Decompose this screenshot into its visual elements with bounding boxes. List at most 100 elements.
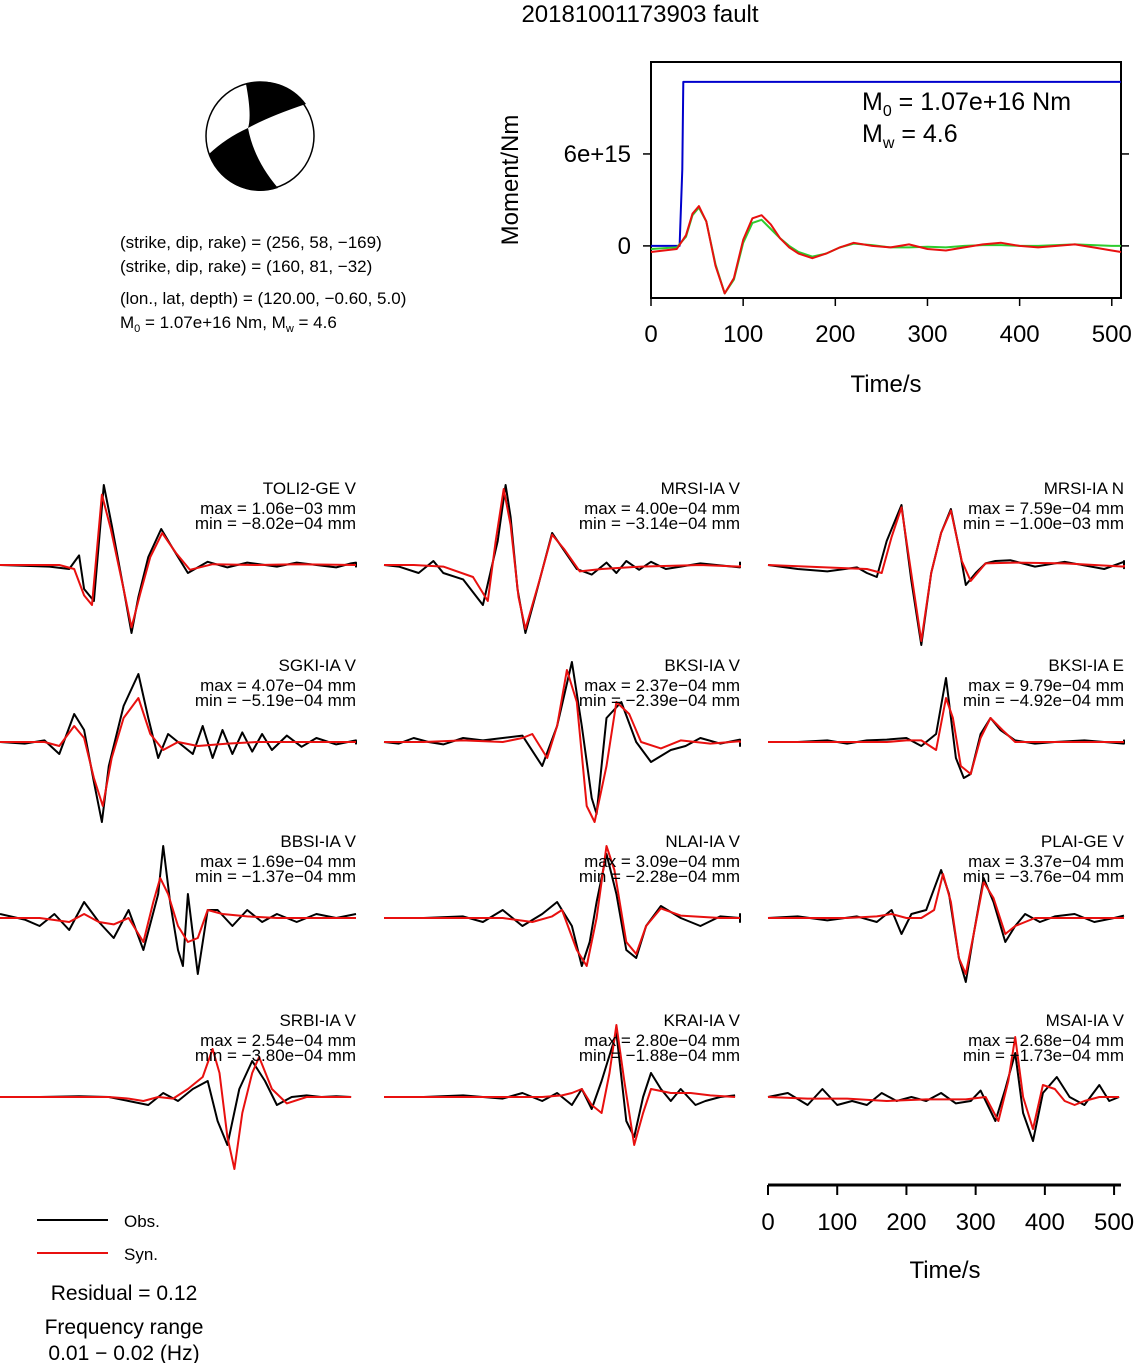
annot-m0-symbol: M	[862, 88, 883, 116]
waveform-xlabel: Time/s	[909, 1257, 980, 1284]
annot-m0-value: = 1.07e+16 Nm	[892, 88, 1071, 116]
station-min: min = −3.76e−04 mm	[963, 867, 1124, 886]
synthetic-waveform	[0, 877, 356, 943]
station-name: SGKI-IA V	[279, 656, 357, 675]
station-max: max = 7.59e−04 mm	[968, 499, 1124, 518]
station-min: min = −1.00e−03 mm	[963, 514, 1124, 533]
focal-mechanism-beachball	[205, 81, 315, 191]
m0-value: = 1.07e+16 Nm, M	[140, 313, 286, 332]
mw-subscript: w	[285, 323, 294, 335]
moment-ytick-label: 6e+15	[564, 141, 631, 168]
waveform-xtick-label: 0	[761, 1209, 774, 1236]
beachball-compression-quadrant	[209, 128, 278, 191]
station-min: min = −2.39e−04 mm	[579, 691, 740, 710]
station-max: max = 4.00e−04 mm	[584, 499, 740, 518]
beachball-compression-quadrant	[246, 81, 306, 128]
station-max: max = 1.06e−03 mm	[200, 499, 356, 518]
beachball-outline	[205, 81, 315, 191]
observed-waveform	[384, 853, 741, 967]
station-min: min = −5.19e−04 mm	[195, 691, 356, 710]
annot-mw-value: = 4.6	[894, 120, 957, 148]
station-min: min = −3.14e−04 mm	[579, 514, 740, 533]
synthetic-waveform	[384, 845, 740, 967]
moment-xtick-label: 100	[723, 321, 763, 348]
station-max: max = 2.54e−04 mm	[200, 1031, 356, 1050]
synthetic-waveform	[384, 1024, 736, 1146]
station-name: BKSI-IA V	[664, 656, 740, 675]
annot-mw-symbol: M	[862, 120, 883, 148]
station-name: BBSI-IA V	[280, 832, 356, 851]
moment-series-line-1	[651, 80, 1121, 247]
m0-symbol: M	[120, 313, 134, 332]
station-max: max = 2.68e−04 mm	[968, 1031, 1124, 1050]
nodal-plane-1: (strike, dip, rake) = (256, 58, −169)	[120, 233, 382, 252]
synthetic-waveform	[384, 488, 741, 630]
moment-series-line-3	[650, 205, 1122, 295]
hypocenter-info: (lon., lat, depth) = (120.00, −0.60, 5.0…	[120, 289, 406, 308]
source-info: (strike, dip, rake) = (256, 58, −169) (s…	[120, 233, 406, 335]
mw-value: = 4.6	[294, 313, 337, 332]
waveform-xtick-label: 300	[956, 1209, 996, 1236]
synthetic-waveform	[0, 1048, 352, 1170]
moment-xtick-label: 400	[1000, 321, 1040, 348]
station-name: MRSI-IA N	[1044, 479, 1124, 498]
station-name: TOLI2-GE V	[263, 479, 357, 498]
moment-xtick-label: 300	[907, 321, 947, 348]
moment-xlabel: Time/s	[850, 371, 921, 398]
waveform-xtick-label: 200	[886, 1209, 926, 1236]
observed-waveform	[767, 1052, 1120, 1142]
station-min: min = −1.37e−04 mm	[195, 867, 356, 886]
waveform-xtick-label: 400	[1025, 1209, 1065, 1236]
station-min: min = −1.73e−04 mm	[963, 1046, 1124, 1065]
synthetic-waveform	[767, 1036, 1120, 1130]
synthetic-waveform	[767, 506, 1125, 642]
station-min: min = −4.92e−04 mm	[963, 691, 1124, 710]
frequency-range-label: Frequency range	[45, 1316, 204, 1339]
annot-mw-sub: w	[882, 135, 895, 152]
station-min: min = −3.80e−04 mm	[195, 1046, 356, 1065]
waveform-time-axis: Time/s 0 100 200 300 400 500	[761, 1183, 1134, 1284]
station-max: max = 2.37e−04 mm	[584, 676, 740, 695]
moment-annotation-m0: M0 = 1.07e+16 Nm	[862, 88, 1071, 120]
nodal-plane-2: (strike, dip, rake) = (160, 81, −32)	[120, 257, 372, 276]
station-min: min = −8.02e−04 mm	[195, 514, 356, 533]
observed-waveform	[384, 1032, 736, 1138]
station-min: min = −1.88e−04 mm	[579, 1046, 740, 1065]
moment-xtick-label: 0	[644, 321, 657, 348]
legend-syn-label: Syn.	[124, 1245, 158, 1264]
moment-ytick-label: 0	[618, 233, 631, 260]
moment-magnitude-info: M0 = 1.07e+16 Nm, Mw = 4.6	[120, 313, 337, 335]
station-max: max = 3.37e−04 mm	[968, 852, 1124, 871]
moment-chart-ticks: 0 100 200 300 400 500 0 6e+15	[564, 141, 1132, 348]
station-max: max = 2.80e−04 mm	[584, 1031, 740, 1050]
station-max: max = 3.09e−04 mm	[584, 852, 740, 871]
station-max: max = 1.69e−04 mm	[200, 852, 356, 871]
observed-waveform	[767, 869, 1125, 983]
synthetic-waveform	[0, 493, 357, 629]
station-name: BKSI-IA E	[1048, 656, 1124, 675]
station-name: KRAI-IA V	[663, 1011, 740, 1030]
moment-xtick-label: 200	[815, 321, 855, 348]
synthetic-waveform	[768, 873, 1124, 975]
figure-title: 20181001173903 fault	[521, 1, 758, 28]
station-name: SRBI-IA V	[279, 1011, 356, 1030]
observed-waveform	[0, 1060, 352, 1146]
residual-label: Residual = 0.12	[51, 1282, 198, 1305]
synthetic-waveform	[384, 669, 741, 823]
moment-series-line-2	[650, 206, 1121, 295]
frequency-range-value: 0.01 − 0.02 (Hz)	[48, 1342, 199, 1363]
m0-subscript: 0	[134, 323, 140, 335]
moment-chart-frame	[650, 61, 1122, 299]
